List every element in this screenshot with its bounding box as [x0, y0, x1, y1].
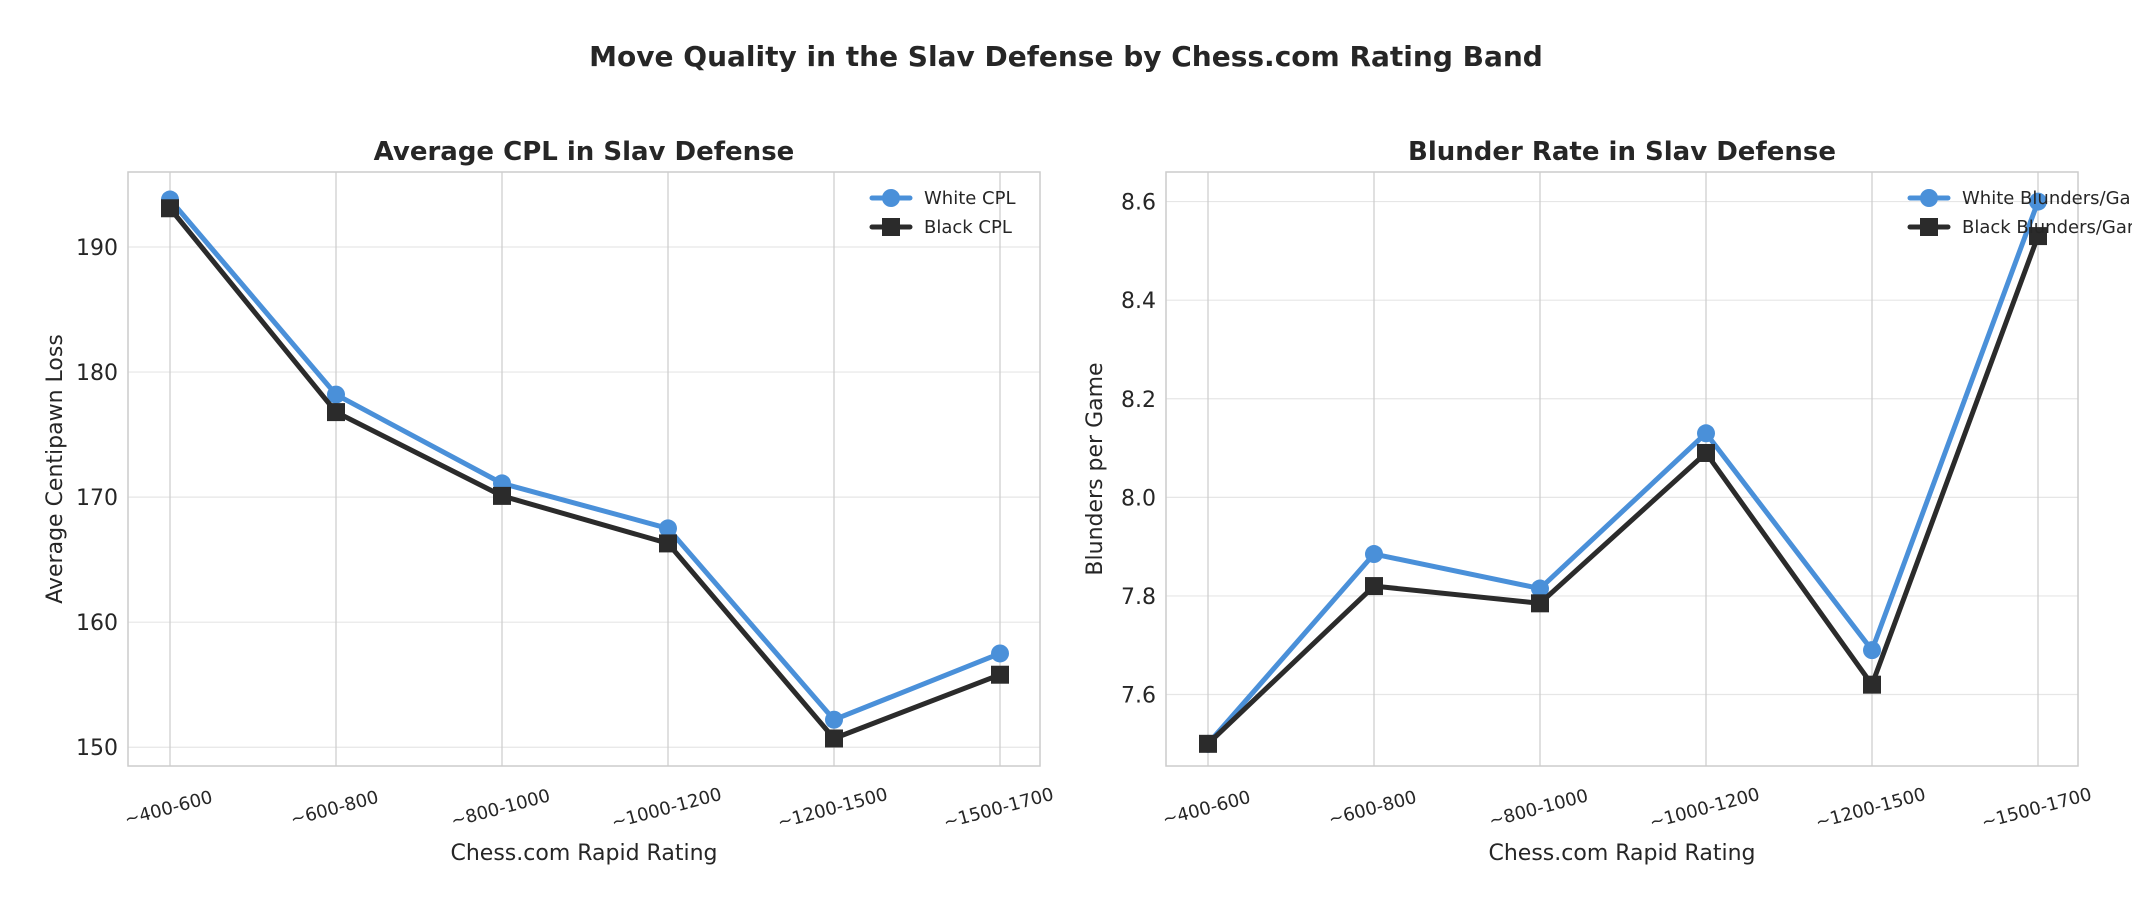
data-point [1697, 443, 1715, 462]
data-point [825, 729, 843, 748]
data-point [1697, 424, 1715, 443]
data-point [659, 519, 677, 538]
data-point [1863, 641, 1881, 660]
data-point [1531, 579, 1549, 598]
data-point [659, 534, 677, 553]
legend-label: Black Blunders/Game [1962, 217, 2132, 238]
data-point [825, 710, 843, 729]
chart-title: Average CPL in Slav Defense [374, 137, 795, 167]
y-axis-label: Average Centipawn Loss [43, 334, 68, 604]
series-line [1205, 199, 2041, 747]
y-tick-label: 160 [76, 611, 118, 636]
legend-marker [1920, 218, 1938, 236]
data-point [2029, 227, 2047, 246]
data-point [991, 665, 1009, 684]
y-tick-label: 8.2 [1121, 388, 1156, 413]
legend-label: White Blunders/Game [1962, 188, 2132, 209]
y-tick-label: 8.6 [1121, 191, 1156, 216]
data-point [1199, 734, 1217, 753]
legend-label: Black CPL [924, 217, 1012, 238]
y-tick-label: 7.6 [1121, 684, 1156, 709]
data-point [2029, 192, 2047, 211]
series-line [167, 205, 1003, 741]
chart-title: Blunder Rate in Slav Defense [1408, 137, 1836, 167]
y-tick-label: 8.4 [1121, 289, 1156, 314]
legend-label: White CPL [924, 188, 1016, 209]
plot-area-frame [1165, 171, 2079, 767]
x-axis-label: Chess.com Rapid Rating [451, 841, 718, 866]
data-point [327, 385, 345, 404]
x-axis-label: Chess.com Rapid Rating [1489, 841, 1756, 866]
y-tick-label: 170 [76, 486, 118, 511]
data-point [1531, 594, 1549, 613]
data-point [327, 403, 345, 422]
data-point [1365, 577, 1383, 596]
data-point [493, 486, 511, 505]
legend-marker [1920, 189, 1938, 207]
y-axis-label: Blunders per Game [1083, 362, 1108, 575]
data-point [991, 644, 1009, 663]
data-point [1365, 545, 1383, 564]
y-tick-label: 150 [76, 736, 118, 761]
y-tick-label: 180 [76, 361, 118, 386]
plot-area-frame [127, 171, 1041, 767]
data-point [1863, 675, 1881, 694]
series-line [167, 197, 1003, 723]
data-point [161, 199, 179, 218]
legend-marker [882, 189, 900, 207]
series-line [1205, 233, 2041, 747]
y-tick-label: 8.0 [1121, 486, 1156, 511]
legend-marker [882, 218, 900, 236]
figure-title: Move Quality in the Slav Defense by Ches… [589, 40, 1543, 73]
y-tick-label: 190 [76, 236, 118, 261]
y-tick-label: 7.8 [1121, 585, 1156, 610]
